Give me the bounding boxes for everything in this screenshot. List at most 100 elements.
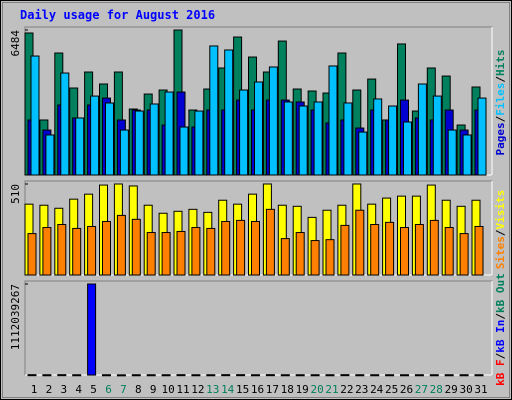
bar: [370, 374, 380, 377]
legend-entry: Sites: [494, 236, 507, 269]
bar: [27, 374, 37, 377]
x-tick-label: 27: [415, 383, 428, 396]
bar: [134, 110, 144, 176]
bar: [414, 224, 424, 276]
bar: [414, 374, 424, 377]
x-tick-label: 30: [459, 383, 472, 396]
bar: [295, 374, 305, 377]
x-tick-label: 18: [281, 383, 294, 396]
bar: [105, 102, 114, 176]
bar: [87, 283, 97, 376]
bar: [268, 66, 278, 176]
bar: [444, 374, 454, 377]
bar: [221, 374, 231, 377]
x-tick-label: 22: [340, 383, 353, 396]
bar: [102, 374, 111, 377]
bar: [474, 225, 484, 276]
bar: [459, 233, 469, 276]
bar: [265, 208, 275, 276]
bar: [87, 225, 97, 276]
bar: [432, 95, 442, 176]
y-tick-label: 1112039267: [9, 284, 22, 350]
bar: [444, 227, 454, 276]
x-tick-label: 13: [206, 383, 219, 396]
y-tick-label: 510: [9, 184, 22, 204]
bar: [146, 232, 156, 276]
legend-entry: kB In: [494, 320, 507, 353]
y-tick-label: 6484: [9, 30, 22, 57]
legend-separator: /: [494, 115, 507, 122]
bar: [119, 129, 129, 176]
bar: [429, 374, 439, 377]
x-tick-label: 6: [105, 383, 112, 396]
bar: [280, 238, 290, 276]
legend-separator: /: [494, 352, 507, 359]
x-tick-label: 10: [161, 383, 174, 396]
bar: [310, 374, 320, 377]
x-tick-label: 14: [221, 383, 235, 396]
bar: [429, 219, 439, 276]
bar: [325, 374, 335, 377]
bar: [164, 91, 174, 176]
bar: [75, 117, 85, 176]
legend-entry: Pages: [494, 122, 507, 155]
bar: [328, 65, 338, 176]
bar: [280, 374, 290, 377]
bar: [310, 240, 320, 276]
bar: [224, 49, 234, 176]
bar: [295, 232, 305, 276]
bar: [206, 227, 216, 276]
x-tick-label: 8: [135, 383, 142, 396]
bar: [194, 110, 204, 176]
bar: [206, 374, 216, 377]
x-tick-label: 7: [120, 383, 127, 396]
bar: [116, 374, 126, 377]
bar: [149, 103, 159, 176]
x-tick-label: 23: [355, 383, 368, 396]
bar: [236, 219, 246, 276]
bar: [72, 374, 82, 377]
x-tick-label: 16: [251, 383, 264, 396]
bar: [462, 134, 472, 176]
bar: [131, 218, 141, 276]
x-tick-label: 28: [430, 383, 443, 396]
bar: [236, 374, 246, 377]
bar: [385, 374, 395, 377]
legend-separator: /: [494, 76, 507, 83]
bar: [355, 209, 365, 276]
bar: [57, 374, 67, 377]
x-tick-label: 24: [370, 383, 384, 396]
bar: [340, 374, 350, 377]
bar: [161, 232, 171, 276]
legend-entry: Files: [494, 83, 507, 116]
bar: [42, 374, 52, 377]
bar: [209, 45, 219, 176]
x-tick-label: 3: [60, 383, 67, 396]
bar: [474, 374, 484, 377]
bar: [179, 126, 189, 176]
bar: [57, 224, 67, 276]
panel: [24, 280, 493, 376]
bar: [102, 220, 111, 276]
bar: [176, 230, 186, 276]
x-tick-label: 2: [46, 383, 53, 396]
x-tick-label: 31: [474, 383, 487, 396]
legend-entry: kB Out: [494, 273, 507, 313]
legend-entry: Visits: [494, 190, 507, 230]
bar: [459, 374, 469, 377]
legend-entry: Hits: [494, 50, 507, 77]
x-tick-label: 25: [385, 383, 398, 396]
bar: [72, 227, 82, 276]
x-tick-label: 11: [176, 383, 189, 396]
bar: [90, 95, 100, 176]
x-tick-label: 19: [296, 383, 309, 396]
bar: [146, 374, 156, 377]
bar: [60, 72, 70, 176]
bar: [254, 81, 263, 176]
bar: [388, 105, 398, 176]
bar: [116, 214, 126, 276]
x-tick-label: 15: [236, 383, 249, 396]
x-tick-label: 17: [266, 383, 279, 396]
bar: [298, 105, 308, 176]
